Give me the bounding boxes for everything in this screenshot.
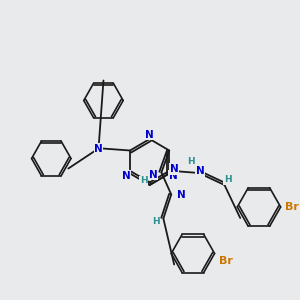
Text: N: N bbox=[170, 164, 179, 174]
Text: Br: Br bbox=[286, 202, 299, 212]
Text: N: N bbox=[177, 190, 185, 200]
Text: N: N bbox=[169, 171, 178, 181]
Text: H: H bbox=[152, 217, 159, 226]
Text: H: H bbox=[140, 176, 148, 185]
Text: N: N bbox=[145, 130, 154, 140]
Text: N: N bbox=[94, 143, 103, 154]
Text: N: N bbox=[149, 169, 158, 179]
Text: H: H bbox=[187, 158, 195, 166]
Text: H: H bbox=[224, 176, 231, 184]
Text: Br: Br bbox=[219, 256, 233, 266]
Text: N: N bbox=[122, 171, 130, 181]
Text: N: N bbox=[196, 166, 204, 176]
